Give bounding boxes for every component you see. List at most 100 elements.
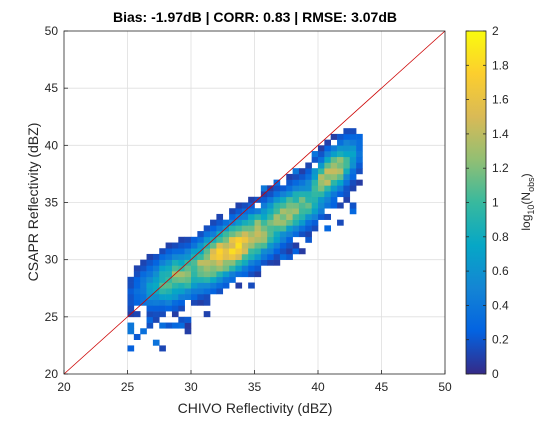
heatmap-cell	[349, 133, 357, 140]
heatmap-cell	[273, 248, 281, 255]
heatmap-cell	[279, 248, 287, 255]
heatmap-cell	[267, 236, 274, 243]
heatmap-cell	[349, 202, 357, 209]
heatmap-cell	[248, 248, 255, 255]
heatmap-cell	[311, 156, 319, 163]
heatmap-cell	[343, 173, 351, 180]
heatmap-cell	[241, 271, 249, 278]
heatmap-cell	[305, 179, 312, 186]
heatmap-cell	[260, 219, 268, 226]
heatmap-cell	[184, 276, 192, 283]
heatmap-cell	[216, 253, 224, 260]
heatmap-cell	[267, 219, 274, 226]
heatmap-cell	[337, 168, 344, 175]
heatmap-cell	[267, 248, 274, 255]
heatmap-cell	[318, 168, 325, 175]
heatmap-cell	[273, 231, 281, 238]
heatmap-cell	[279, 231, 287, 238]
heatmap-cell	[330, 185, 338, 192]
heatmap-cell	[222, 282, 230, 289]
heatmap-cell	[292, 219, 300, 226]
heatmap-cell	[140, 271, 147, 278]
heatmap-cell	[324, 179, 331, 186]
heatmap-cell	[311, 202, 319, 209]
heatmap-cell	[292, 248, 300, 255]
heatmap-cell	[229, 231, 236, 238]
heatmap-cell	[324, 185, 331, 192]
x-tick-label: 40	[311, 380, 325, 394]
heatmap-cell	[292, 185, 300, 192]
x-tick-label: 45	[375, 380, 389, 394]
heatmap-cell	[203, 259, 211, 266]
y-axis-ticks: 20 25 30 35 40 45 50	[45, 24, 68, 381]
heatmap-cell	[146, 322, 154, 329]
heatmap-cell	[191, 242, 198, 249]
heatmap-cell	[260, 231, 268, 238]
heatmap-cell	[267, 196, 274, 203]
colorbar-tick-label: 1.2	[492, 161, 509, 175]
heatmap-cell	[152, 259, 160, 266]
heatmap-cell	[330, 145, 338, 152]
heatmap-cell	[178, 276, 185, 283]
heatmap-cell	[267, 242, 274, 249]
heatmap-cell	[273, 242, 281, 249]
x-tick-label: 25	[121, 380, 135, 394]
heatmap-cell	[324, 151, 331, 158]
heatmap-cell	[324, 162, 331, 169]
heatmap-cell	[279, 202, 287, 209]
heatmap-cell	[127, 328, 135, 335]
heatmap-cell	[311, 168, 319, 175]
heatmap-cell	[152, 276, 160, 283]
heatmap-cell	[191, 259, 198, 266]
heatmap-cell	[191, 282, 198, 289]
heatmap-cell	[184, 322, 192, 329]
one-to-one-line	[63, 30, 446, 375]
heatmap-cell	[133, 276, 141, 283]
heatmap-cell	[229, 213, 236, 220]
heatmap-cell	[146, 276, 154, 283]
heatmap-cell	[318, 145, 325, 152]
heatmap-cell	[127, 288, 135, 295]
heatmap-cell	[210, 259, 217, 266]
heatmap-cell	[311, 225, 319, 232]
heatmap-cell	[305, 162, 312, 169]
heatmap-cell	[254, 236, 262, 243]
heatmap-cell	[343, 145, 351, 152]
heatmap-cell	[197, 242, 204, 249]
heatmap-cell	[216, 248, 224, 255]
x-axis-ticks: 20 25 30 35 40 45 50	[57, 370, 452, 394]
heatmap-cell	[337, 139, 344, 146]
heatmap-cell	[305, 219, 312, 226]
heatmap-cell	[254, 242, 262, 249]
heatmap-cell	[165, 299, 173, 306]
heatmap-cell	[171, 265, 179, 272]
heatmap-cell	[197, 231, 204, 238]
heatmap-cell	[248, 208, 255, 215]
colorbar-label-close: )	[519, 173, 533, 177]
heatmap-cell	[241, 231, 249, 238]
heatmap-cell	[248, 231, 255, 238]
heatmap-cell	[171, 299, 179, 306]
heatmap-cell	[292, 191, 300, 198]
heatmap-cell	[152, 316, 160, 323]
heatmap-cell	[191, 265, 198, 272]
heatmap-cell	[286, 213, 293, 220]
heatmap-cell	[254, 265, 262, 272]
heatmap-cell	[292, 208, 300, 215]
heatmap-cell	[191, 248, 198, 255]
heatmap-cell	[210, 282, 217, 289]
heatmap-cell	[248, 213, 255, 220]
heatmap-cell	[305, 231, 312, 238]
heatmap-cell	[349, 145, 357, 152]
heatmap-cell	[311, 208, 319, 215]
heatmap-cell	[324, 191, 331, 198]
heatmap-cell	[318, 151, 325, 158]
heatmap-cell	[197, 282, 204, 289]
heatmap-cell	[235, 271, 243, 278]
heatmap-cell	[343, 133, 351, 140]
heatmap-cell	[305, 191, 312, 198]
heatmap-cell	[178, 242, 185, 249]
heatmap-cell	[171, 311, 179, 318]
heatmap-cell	[216, 259, 224, 266]
heatmap-cell	[260, 185, 268, 192]
